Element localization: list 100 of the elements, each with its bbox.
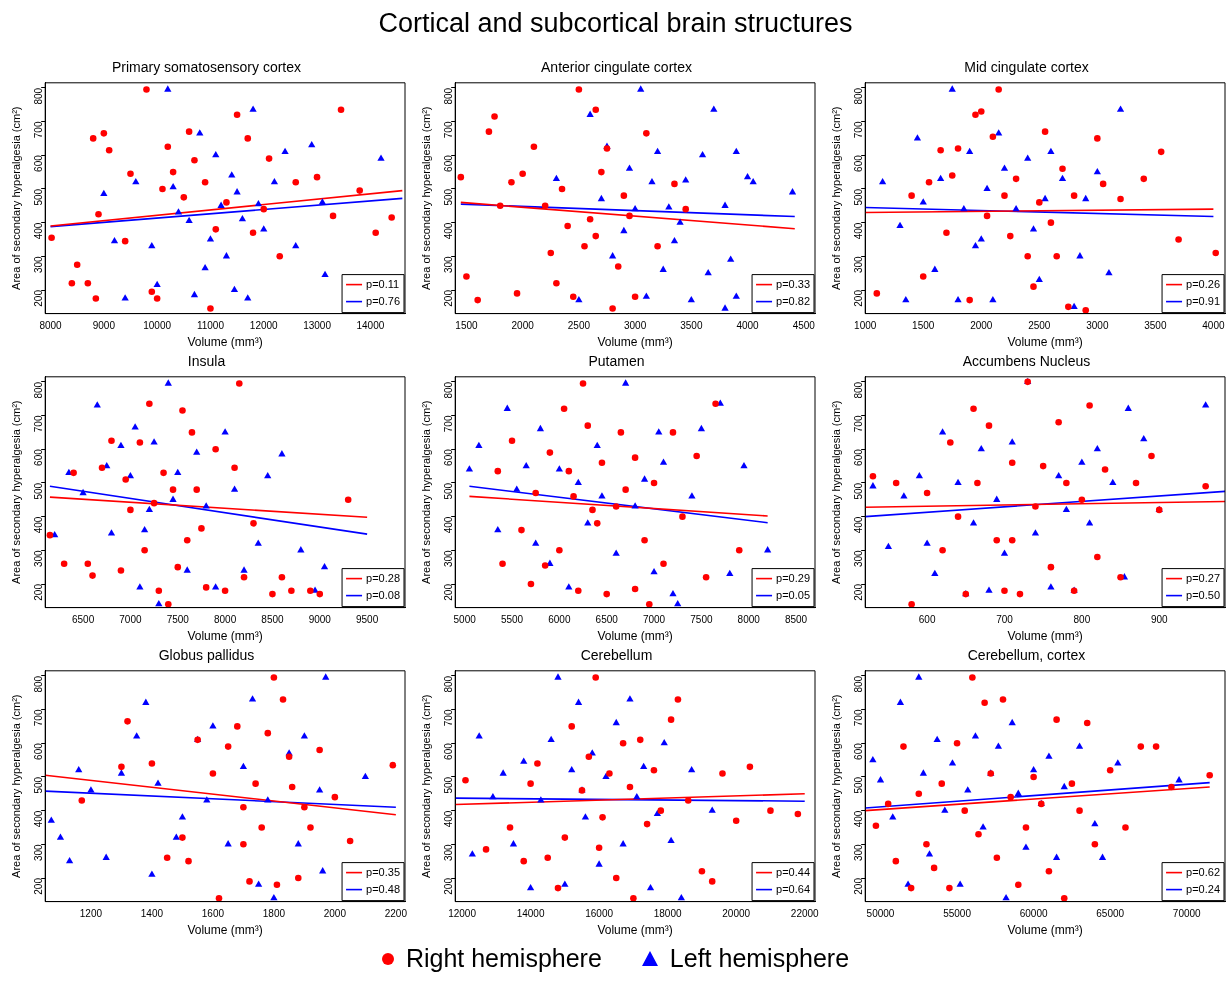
x-tick-label: 7000 xyxy=(119,614,142,626)
y-tick-label: 600 xyxy=(852,742,864,760)
y-tick-label: 500 xyxy=(442,482,454,500)
y-tick-label: 300 xyxy=(32,549,44,568)
y-tick-label: 300 xyxy=(852,843,864,862)
chart-title: Cerebellum xyxy=(580,647,653,664)
x-tick-label: 12000 xyxy=(249,320,279,332)
y-tick-label: 800 xyxy=(32,675,44,693)
legend-label: p=0.33 xyxy=(776,277,810,290)
y-tick-label: 200 xyxy=(852,289,864,307)
x-axis-title: Volume (mm³) xyxy=(1007,335,1083,350)
x-tick-label: 600 xyxy=(918,614,936,626)
x-tick-label: 50000 xyxy=(866,908,895,920)
y-tick-label: 500 xyxy=(852,776,864,794)
x-tick-label: 60000 xyxy=(1019,908,1048,920)
y-axis-title: Area of secondary hyperalgesia (cm²) xyxy=(829,694,842,878)
y-tick-label: 400 xyxy=(852,222,864,240)
x-tick-label: 1800 xyxy=(262,908,286,920)
legend-label: p=0.44 xyxy=(776,865,810,878)
chart-title: Mid cingulate cortex xyxy=(964,59,1089,76)
y-tick-label: 700 xyxy=(32,415,44,433)
x-tick-label: 5000 xyxy=(453,614,477,626)
y-tick-label: 300 xyxy=(442,843,454,862)
x-tick-label: 7500 xyxy=(166,614,190,626)
x-tick-label: 8000 xyxy=(213,614,237,626)
legend-label: Left hemisphere xyxy=(669,944,850,973)
y-tick-label: 600 xyxy=(32,448,44,466)
y-tick-label: 600 xyxy=(442,742,454,760)
y-tick-label: 200 xyxy=(442,583,454,601)
legend-label: p=0.28 xyxy=(366,571,400,584)
x-tick-label: 4500 xyxy=(792,320,816,332)
y-tick-label: 300 xyxy=(852,255,864,274)
y-axis-title: Area of secondary hyperalgesia (cm²) xyxy=(9,106,22,290)
y-tick-label: 800 xyxy=(852,87,864,105)
y-tick-label: 400 xyxy=(442,222,454,240)
y-axis-title: Area of secondary hyperalgesia (cm²) xyxy=(9,694,22,878)
x-tick-label: 2000 xyxy=(511,320,535,332)
y-tick-label: 600 xyxy=(852,448,864,466)
x-tick-label: 700 xyxy=(996,614,1014,626)
x-tick-label: 18000 xyxy=(653,908,682,920)
y-tick-label: 300 xyxy=(32,255,44,274)
x-tick-label: 65000 xyxy=(1096,908,1125,920)
chart-title: Globus pallidus xyxy=(158,647,255,664)
x-tick-label: 14000 xyxy=(356,320,385,332)
legend-label: p=0.24 xyxy=(1186,882,1220,895)
x-tick-label: 1600 xyxy=(201,908,225,920)
chart-title: Accumbens Nucleus xyxy=(962,353,1091,370)
y-tick-label: 500 xyxy=(442,776,454,794)
x-tick-label: 8000 xyxy=(737,614,761,626)
legend-label: p=0.48 xyxy=(366,882,400,895)
y-tick-label: 600 xyxy=(442,154,454,172)
x-tick-label: 16000 xyxy=(585,908,614,920)
y-tick-label: 300 xyxy=(442,549,454,568)
y-tick-label: 700 xyxy=(852,415,864,433)
y-tick-label: 800 xyxy=(32,381,44,399)
legend-label: p=0.64 xyxy=(776,882,810,895)
legend-label: p=0.76 xyxy=(366,294,400,307)
y-tick-label: 400 xyxy=(442,516,454,534)
x-tick-label: 70000 xyxy=(1172,908,1202,920)
x-tick-label: 8500 xyxy=(784,614,808,626)
x-tick-label: 12000 xyxy=(448,908,477,920)
x-tick-label: 8000 xyxy=(39,320,63,332)
x-axis-title: Volume (mm³) xyxy=(597,629,673,644)
x-tick-label: 3500 xyxy=(1144,320,1167,332)
x-axis-title: Volume (mm³) xyxy=(1007,629,1083,644)
y-tick-label: 500 xyxy=(852,482,864,500)
x-axis-title: Volume (mm³) xyxy=(597,923,673,938)
x-tick-label: 800 xyxy=(1073,614,1091,626)
y-tick-label: 600 xyxy=(442,448,454,466)
y-tick-label: 400 xyxy=(852,516,864,534)
y-tick-label: 500 xyxy=(442,188,454,206)
y-tick-label: 500 xyxy=(32,776,44,794)
x-tick-label: 3000 xyxy=(1086,320,1109,332)
x-tick-label: 4000 xyxy=(1202,320,1225,332)
x-tick-label: 9000 xyxy=(308,614,332,626)
y-tick-label: 400 xyxy=(32,810,44,828)
y-axis-title: Area of secondary hyperalgesia (cm²) xyxy=(419,106,432,290)
legend-label: p=0.26 xyxy=(1186,277,1220,290)
x-tick-label: 5500 xyxy=(500,614,524,626)
y-tick-label: 200 xyxy=(852,877,864,895)
y-tick-label: 600 xyxy=(32,742,44,760)
legend-label: p=0.05 xyxy=(776,588,810,601)
x-axis-title: Volume (mm³) xyxy=(187,629,263,644)
x-tick-label: 1200 xyxy=(79,908,103,920)
chart-title: Primary somatosensory cortex xyxy=(111,59,302,76)
y-axis-title: Area of secondary hyperalgesia (cm²) xyxy=(829,400,842,584)
y-axis-title: Area of secondary hyperalgesia (cm²) xyxy=(9,400,22,584)
y-tick-label: 800 xyxy=(442,675,454,693)
y-tick-label: 800 xyxy=(32,87,44,105)
legend-label: p=0.50 xyxy=(1186,588,1220,601)
y-tick-label: 600 xyxy=(32,154,44,172)
y-tick-label: 300 xyxy=(442,255,454,274)
x-tick-label: 14000 xyxy=(516,908,545,920)
y-tick-label: 800 xyxy=(852,675,864,693)
x-tick-label: 9000 xyxy=(92,320,116,332)
x-tick-label: 3500 xyxy=(680,320,703,332)
legend-label: p=0.11 xyxy=(366,277,400,290)
y-axis-title: Area of secondary hyperalgesia (cm²) xyxy=(419,694,432,878)
y-tick-label: 700 xyxy=(442,121,454,139)
legend-label: p=0.29 xyxy=(776,571,810,584)
